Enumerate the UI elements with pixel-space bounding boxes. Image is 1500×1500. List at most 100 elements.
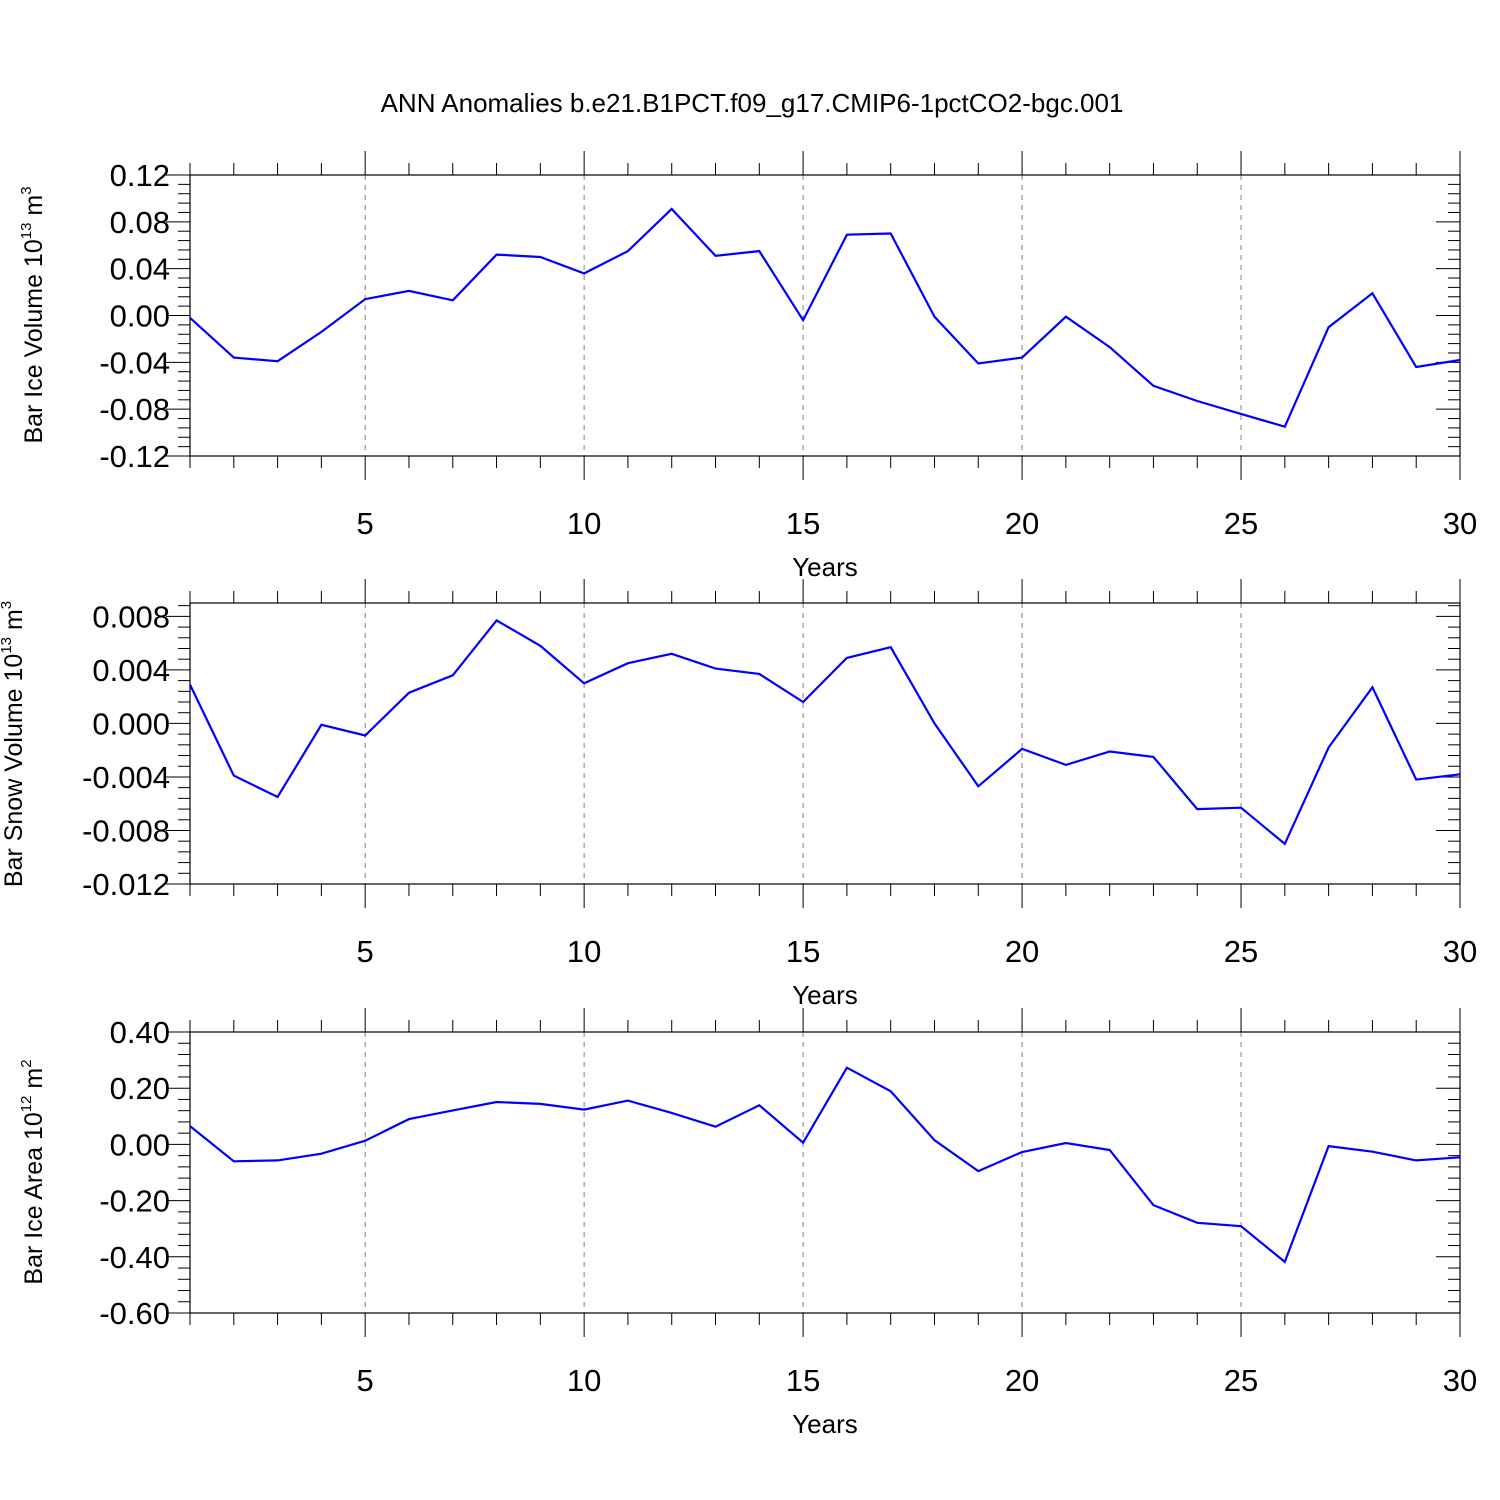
data-point — [1459, 773, 1461, 775]
plot-frame — [189, 174, 1461, 457]
data-point — [321, 724, 323, 726]
x-tick-label: 25 — [1224, 1363, 1258, 1398]
data-point — [890, 646, 892, 648]
data-point — [1328, 1145, 1330, 1147]
panels: 5 10 15 20 25 30 Years -0.12 -0.08 -0.04 0.00 0.04 0… — [0, 151, 1477, 1439]
y-tick-label: -0.40 — [99, 1240, 170, 1275]
x-tick-label: 30 — [1443, 506, 1477, 541]
y-axis-title: Bar Ice Volume 1013 m3 — [18, 186, 48, 443]
data-point — [1284, 843, 1286, 845]
data-point — [759, 673, 761, 675]
y-tick-label: 0.12 — [110, 158, 170, 193]
x-tick-label: 20 — [1005, 1363, 1039, 1398]
plot-frame — [189, 1031, 1461, 1314]
data-point — [1328, 747, 1330, 749]
data-point — [934, 1139, 936, 1141]
data-point — [496, 1101, 498, 1103]
data-point — [890, 233, 892, 235]
data-point — [1021, 748, 1023, 750]
data-point — [189, 317, 191, 319]
x-tick-label: 5 — [357, 934, 374, 969]
data-point — [934, 723, 936, 725]
data-point — [977, 363, 979, 365]
data-point — [583, 682, 585, 684]
x-tick-label: 20 — [1005, 934, 1039, 969]
y-tick-label: 0.04 — [110, 252, 170, 287]
x-tick-label: 15 — [786, 1363, 820, 1398]
data-point — [189, 684, 191, 686]
data-point — [627, 662, 629, 664]
y-tick-label: -0.004 — [82, 760, 170, 795]
data-point — [759, 1105, 761, 1107]
data-point — [496, 254, 498, 256]
y-tick-label: 0.40 — [110, 1015, 170, 1050]
data-point — [189, 1125, 191, 1127]
data-point — [1065, 764, 1067, 766]
data-point — [1109, 751, 1111, 753]
data-point — [890, 1090, 892, 1092]
x-tick-label: 25 — [1224, 934, 1258, 969]
data-point — [846, 657, 848, 659]
data-point — [1109, 346, 1111, 348]
x-axis-title: Years — [792, 552, 858, 582]
data-point — [540, 256, 542, 258]
data-point — [627, 250, 629, 252]
data-point — [846, 234, 848, 236]
data-point — [364, 1140, 366, 1142]
data-point — [1240, 413, 1242, 415]
x-tick-label: 10 — [567, 506, 601, 541]
data-point — [1153, 1204, 1155, 1206]
data-point — [1240, 1225, 1242, 1227]
data-point — [277, 796, 279, 798]
data-point — [1415, 1160, 1417, 1162]
y-tick-label: -0.04 — [99, 345, 170, 380]
x-tick-label: 15 — [786, 506, 820, 541]
data-point — [540, 1103, 542, 1105]
series-line — [189, 1066, 1461, 1264]
x-tick-label: 20 — [1005, 506, 1039, 541]
data-point — [759, 250, 761, 252]
data-point — [1284, 426, 1286, 428]
data-point — [233, 357, 235, 359]
data-point — [408, 290, 410, 292]
x-tick-label: 15 — [786, 934, 820, 969]
y-tick-label: -0.008 — [82, 813, 170, 848]
figure-title: ANN Anomalies b.e21.B1PCT.f09_g17.CMIP6-… — [381, 88, 1124, 118]
x-tick-label: 10 — [567, 934, 601, 969]
data-point — [277, 1160, 279, 1162]
x-axis-title: Years — [792, 980, 858, 1010]
data-point — [1459, 359, 1461, 361]
y-tick-label: -0.20 — [99, 1184, 170, 1219]
y-tick-label: -0.12 — [99, 439, 170, 474]
data-point — [715, 668, 717, 670]
x-axis-title: Years — [792, 1409, 858, 1439]
y-tick-label: 0.008 — [92, 599, 170, 634]
data-point — [1065, 1142, 1067, 1144]
data-point — [233, 775, 235, 777]
data-point — [1459, 1157, 1461, 1159]
data-point — [583, 1109, 585, 1111]
data-point — [1240, 807, 1242, 809]
data-point — [452, 1110, 454, 1112]
data-point — [1415, 366, 1417, 368]
data-point — [233, 1160, 235, 1162]
y-tick-label: 0.004 — [92, 653, 170, 688]
data-point — [452, 299, 454, 301]
data-point — [671, 653, 673, 655]
data-point — [321, 1153, 323, 1155]
y-tick-label: -0.60 — [99, 1296, 170, 1331]
data-point — [496, 620, 498, 622]
data-point — [715, 255, 717, 257]
data-point — [1196, 1222, 1198, 1224]
data-point — [1196, 400, 1198, 402]
data-point — [802, 701, 804, 703]
y-axis-title: Bar Ice Area 1012 m2 — [18, 1059, 48, 1284]
y-tick-label: 0.08 — [110, 205, 170, 240]
data-point — [364, 735, 366, 737]
data-point — [1372, 1151, 1374, 1153]
data-point — [1153, 756, 1155, 758]
data-point — [321, 331, 323, 333]
data-point — [1196, 808, 1198, 810]
data-point — [1372, 687, 1374, 689]
